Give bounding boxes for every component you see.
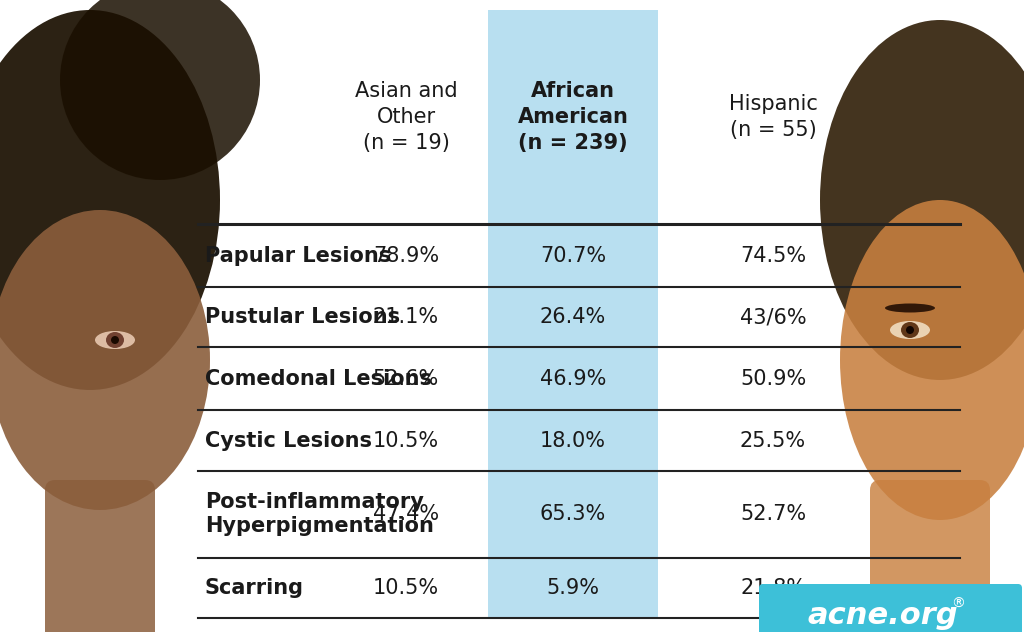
Text: 65.3%: 65.3% <box>540 504 606 524</box>
Text: Pustular Lesions: Pustular Lesions <box>205 307 400 327</box>
Text: 70.7%: 70.7% <box>540 246 606 265</box>
Text: acne.org: acne.org <box>807 601 957 630</box>
Text: Asian and
Other
(n = 19): Asian and Other (n = 19) <box>354 82 458 152</box>
Text: Post-inflammatory
Hyperpigmentation: Post-inflammatory Hyperpigmentation <box>205 492 434 536</box>
FancyBboxPatch shape <box>45 480 155 632</box>
Text: 10.5%: 10.5% <box>373 578 439 598</box>
Text: Cystic Lesions: Cystic Lesions <box>205 430 372 451</box>
Text: Scarring: Scarring <box>205 578 304 598</box>
Bar <box>488 10 658 618</box>
Text: Comedonal Lesions: Comedonal Lesions <box>205 369 432 389</box>
Ellipse shape <box>885 303 935 312</box>
Text: 50.9%: 50.9% <box>740 369 806 389</box>
Text: ®: ® <box>951 597 966 611</box>
Ellipse shape <box>901 322 919 338</box>
Text: 10.5%: 10.5% <box>373 430 439 451</box>
Text: 78.9%: 78.9% <box>373 246 439 265</box>
Text: 21.8%: 21.8% <box>740 578 806 598</box>
Text: Papular Lesions: Papular Lesions <box>205 246 391 265</box>
Text: 26.4%: 26.4% <box>540 307 606 327</box>
Ellipse shape <box>111 336 119 344</box>
Text: Hispanic
(n = 55): Hispanic (n = 55) <box>728 94 817 140</box>
Text: 52.7%: 52.7% <box>740 504 806 524</box>
Ellipse shape <box>906 326 914 334</box>
Text: 21.1%: 21.1% <box>373 307 439 327</box>
Text: 52.6%: 52.6% <box>373 369 439 389</box>
Text: 46.9%: 46.9% <box>540 369 606 389</box>
Text: 5.9%: 5.9% <box>547 578 599 598</box>
Ellipse shape <box>890 321 930 339</box>
Text: 43/6%: 43/6% <box>739 307 806 327</box>
Text: 47.4%: 47.4% <box>373 504 439 524</box>
Ellipse shape <box>840 200 1024 520</box>
FancyBboxPatch shape <box>870 480 990 632</box>
Text: 74.5%: 74.5% <box>740 246 806 265</box>
Ellipse shape <box>820 20 1024 380</box>
Ellipse shape <box>106 332 124 348</box>
Ellipse shape <box>0 210 210 510</box>
Text: 25.5%: 25.5% <box>740 430 806 451</box>
FancyBboxPatch shape <box>759 584 1022 632</box>
Ellipse shape <box>95 331 135 349</box>
Ellipse shape <box>60 0 260 180</box>
Text: African
American
(n = 239): African American (n = 239) <box>517 82 629 152</box>
Ellipse shape <box>0 10 220 390</box>
Text: 18.0%: 18.0% <box>540 430 606 451</box>
